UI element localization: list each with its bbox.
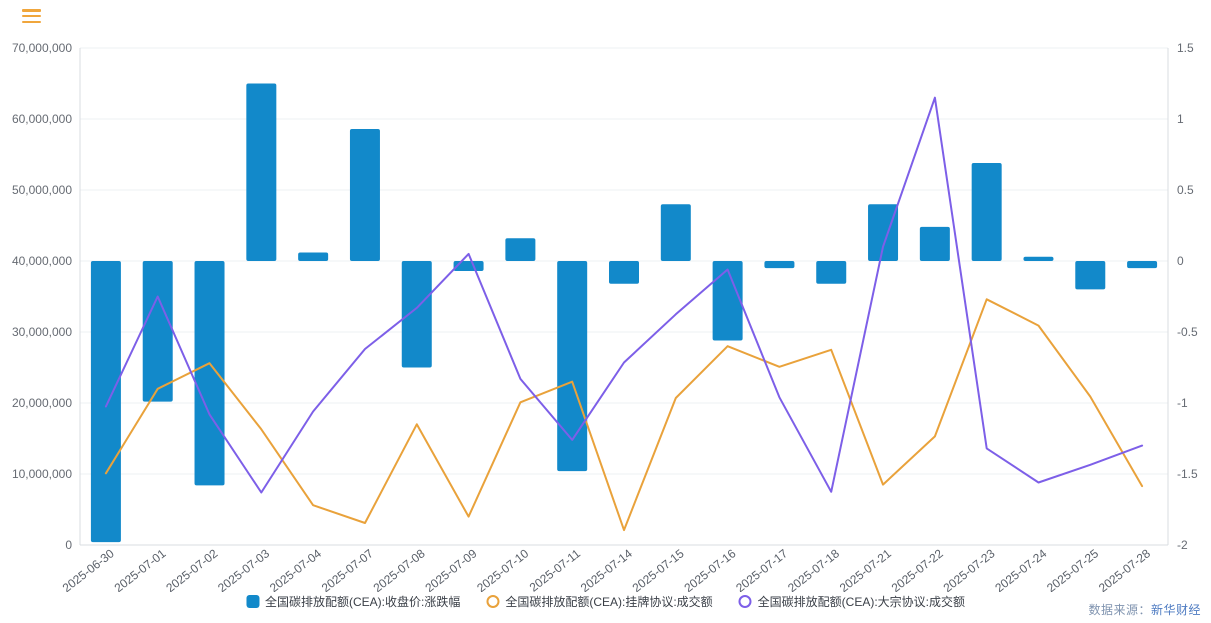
x-axis-date-label: 2025-07-10 xyxy=(474,546,531,592)
x-axis-date-label: 2025-07-07 xyxy=(319,546,376,592)
x-axis-date-label: 2025-07-04 xyxy=(267,546,324,592)
right-axis-tick-label: -1.5 xyxy=(1177,467,1198,481)
price-change-bar[interactable] xyxy=(142,261,173,402)
x-axis-date-label: 2025-07-18 xyxy=(785,546,842,592)
price-change-bar[interactable] xyxy=(453,261,484,271)
bar-series-swatch-icon xyxy=(245,595,259,608)
left-axis-tick-label: 70,000,000 xyxy=(12,41,72,55)
left-axis-tick-label: 40,000,000 xyxy=(12,254,72,268)
x-axis-date-label: 2025-07-02 xyxy=(163,546,220,592)
x-axis-date-label: 2025-07-15 xyxy=(630,546,687,592)
price-change-bar[interactable] xyxy=(1023,256,1054,261)
left-axis-tick-label: 60,000,000 xyxy=(12,112,72,126)
price-change-bar[interactable] xyxy=(246,83,277,262)
block-agreement-line[interactable] xyxy=(104,96,1144,494)
legend-item-listed-agreement[interactable]: 全国碳排放配额(CEA):挂牌协议:成交额 xyxy=(486,593,713,610)
data-source-name: 新华财经 xyxy=(1150,603,1201,617)
right-axis-tick-label: 0 xyxy=(1177,254,1184,268)
left-axis-tick-label: 50,000,000 xyxy=(12,183,72,197)
chart-canvas: 0 10,000,000 20,000,000 30,000,000 40,000,00… xyxy=(12,41,1198,592)
data-source-label: 数据来源： xyxy=(1088,603,1151,617)
right-axis-tick-label: -0.5 xyxy=(1177,325,1198,339)
x-axis-date-label: 2025-07-28 xyxy=(1096,546,1153,592)
price-change-bar[interactable] xyxy=(1127,261,1158,269)
x-axis-date-label: 2025-07-09 xyxy=(422,546,479,592)
legend-label-block-agreement: 全国碳排放配额(CEA):大宗协议:成交额 xyxy=(757,595,966,609)
price-change-bar[interactable] xyxy=(90,261,121,543)
listed-agreement-line[interactable] xyxy=(104,298,1144,532)
price-change-bar[interactable] xyxy=(868,204,899,261)
x-axis-date-label: 2025-07-11 xyxy=(527,546,584,592)
legend-item-price-change[interactable]: 全国碳排放配额(CEA):收盘价:涨跌幅 xyxy=(245,593,461,610)
legend-item-block-agreement[interactable]: 全国碳排放配额(CEA):大宗协议:成交额 xyxy=(738,593,966,610)
legend: 全国碳排放配额(CEA):收盘价:涨跌幅 全国碳排放配额(CEA):挂牌协议:成… xyxy=(245,593,966,610)
x-axis-date-label: 2025-07-01 xyxy=(112,546,169,592)
hamburger-menu-icon[interactable] xyxy=(22,9,41,23)
price-change-bar[interactable] xyxy=(505,238,536,261)
price-change-bar[interactable] xyxy=(609,261,639,284)
left-axis-tick-label: 20,000,000 xyxy=(12,396,72,410)
x-axis-date-label: 2025-07-21 xyxy=(837,546,894,592)
right-axis-tick-label: 1 xyxy=(1177,112,1184,126)
left-axis-tick-label: 10,000,000 xyxy=(12,467,72,481)
x-axis-date-label: 2025-07-24 xyxy=(992,546,1049,592)
x-axis-date-label: 2025-07-08 xyxy=(371,546,428,592)
data-source-note: 数据来源：新华财经 xyxy=(1088,601,1201,618)
x-axis-date-label: 2025-07-23 xyxy=(941,546,998,592)
right-axis-tick-label: -1 xyxy=(1177,396,1188,410)
price-change-bar[interactable] xyxy=(401,261,432,368)
x-axis-date-label: 2025-07-03 xyxy=(215,546,272,592)
price-change-bar[interactable] xyxy=(349,128,380,261)
price-change-bar[interactable] xyxy=(1075,261,1106,290)
left-axis-tick-label: 0 xyxy=(65,538,72,552)
price-change-bar[interactable] xyxy=(971,163,1002,261)
price-change-bar[interactable] xyxy=(298,252,329,261)
x-axis-date-label: 2025-07-14 xyxy=(578,546,635,592)
left-axis-tick-label: 30,000,000 xyxy=(12,325,72,339)
right-axis-tick-label: 1.5 xyxy=(1177,41,1194,55)
price-change-bar[interactable] xyxy=(919,226,950,261)
price-change-bar[interactable] xyxy=(816,261,847,284)
x-axis-date-label: 2025-07-25 xyxy=(1044,546,1101,592)
price-change-bar[interactable] xyxy=(194,261,225,486)
price-change-bar[interactable] xyxy=(660,204,691,261)
x-axis-date-label: 2025-06-30 xyxy=(60,546,117,592)
price-change-bar[interactable] xyxy=(764,261,795,269)
x-axis-date-label: 2025-07-16 xyxy=(681,546,738,592)
price-change-bar[interactable] xyxy=(712,261,743,341)
right-axis-tick-label: -2 xyxy=(1177,538,1188,552)
block-line-swatch-icon xyxy=(738,595,752,608)
x-axis-date-label: 2025-07-17 xyxy=(733,546,790,592)
listed-line-swatch-icon xyxy=(486,595,500,608)
price-change-bar[interactable] xyxy=(557,261,588,472)
right-axis-tick-label: 0.5 xyxy=(1177,183,1194,197)
legend-label-price-change: 全国碳排放配额(CEA):收盘价:涨跌幅 xyxy=(264,595,461,609)
legend-label-listed-agreement: 全国碳排放配额(CEA):挂牌协议:成交额 xyxy=(505,595,713,609)
x-axis-date-label: 2025-07-22 xyxy=(889,546,946,592)
